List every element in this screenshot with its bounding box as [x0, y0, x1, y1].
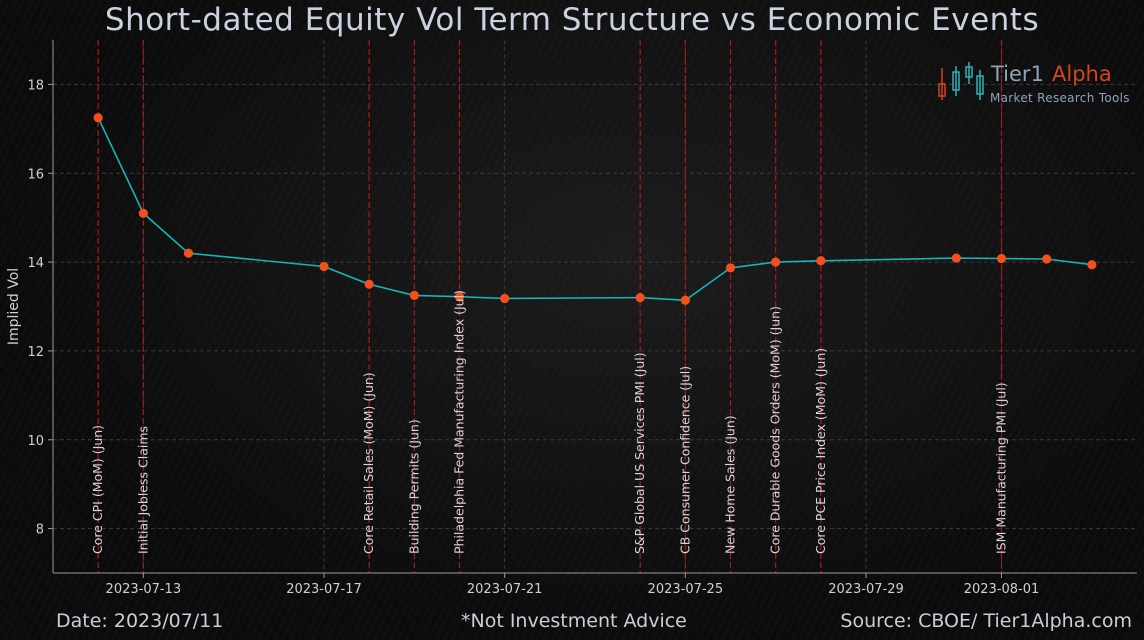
data-point [319, 261, 329, 272]
event-label: S&P Global US Services PMI (Jul) [632, 352, 647, 554]
data-point [816, 256, 826, 266]
event-label: ISM Manufacturing PMI (Jul) [994, 382, 1009, 554]
data-point [138, 208, 148, 218]
data-point [996, 253, 1007, 264]
event-label: Core Retail Sales (MoM) (Jun) [361, 372, 376, 554]
data-point [93, 113, 103, 123]
series-line [93, 113, 1097, 305]
y-tick-label: 10 [27, 434, 44, 449]
event-label: Philadelphia Fed Manufacturing Index (Ju… [452, 290, 467, 554]
event-label: New Home Sales (Jun) [723, 415, 738, 554]
event-label: Core Durable Goods Orders (MoM) (Jun) [768, 306, 783, 554]
data-point [680, 295, 690, 305]
data-point [635, 293, 645, 303]
chart-title: Short-dated Equity Vol Term Structure vs… [104, 2, 1040, 38]
x-tick-label: 2023-07-13 [106, 582, 182, 597]
data-point [454, 292, 465, 302]
event-label: CB Consumer Confidence (Jul) [677, 366, 692, 554]
grid-lines [53, 40, 1137, 573]
x-tick-label: 2023-07-29 [828, 582, 904, 597]
event-label: Building Permits (Jun) [406, 419, 421, 554]
event-label: Initial Jobless Claims [135, 426, 150, 554]
data-point [1087, 260, 1097, 270]
footer-date: Date: 2023/07/11 [56, 610, 224, 632]
data-point [771, 257, 781, 267]
data-point [409, 290, 419, 300]
y-tick-label: 8 [36, 523, 44, 538]
tier1alpha-logo: Tier1 Alpha Market Research Tools [936, 62, 1136, 108]
logo-word-alpha: Alpha [1052, 62, 1112, 86]
event-label: Core CPI (MoM) (Jun) [90, 425, 105, 554]
event-labels: Core CPI (MoM) (Jun) Initial Jobless Clai… [90, 290, 1008, 554]
data-point [1042, 254, 1052, 264]
data-point [951, 253, 961, 263]
logo-word-tier1: Tier1 [991, 62, 1044, 86]
y-tick-label: 14 [27, 256, 44, 271]
candlestick-logo-icon [938, 62, 984, 100]
vol-curve [97, 117, 1092, 302]
axes: 8 10 12 14 16 18 2023-07-13 2023-07-17 2023-07-2… [6, 40, 1137, 597]
y-tick-label: 12 [27, 345, 44, 360]
x-tick-label: 2023-07-17 [286, 582, 362, 597]
logo-subtitle: Market Research Tools [990, 91, 1130, 105]
x-tick-label: 2023-07-25 [648, 582, 724, 597]
y-axis-label: Implied Vol [6, 268, 22, 345]
event-lines [97, 40, 1003, 573]
data-point [364, 279, 374, 289]
x-tick-label: 2023-08-01 [964, 582, 1040, 597]
data-point [183, 248, 194, 258]
data-point [500, 293, 510, 304]
y-tick-label: 16 [27, 167, 44, 182]
y-tick-label: 18 [27, 78, 44, 93]
data-point [725, 263, 736, 273]
x-tick-label: 2023-07-21 [467, 582, 543, 597]
footer-disclaimer: *Not Investment Advice [461, 610, 687, 632]
footer-source: Source: CBOE/ Tier1Alpha.com [840, 610, 1132, 632]
event-label: Core PCE Price Index (MoM) (Jun) [813, 348, 828, 554]
